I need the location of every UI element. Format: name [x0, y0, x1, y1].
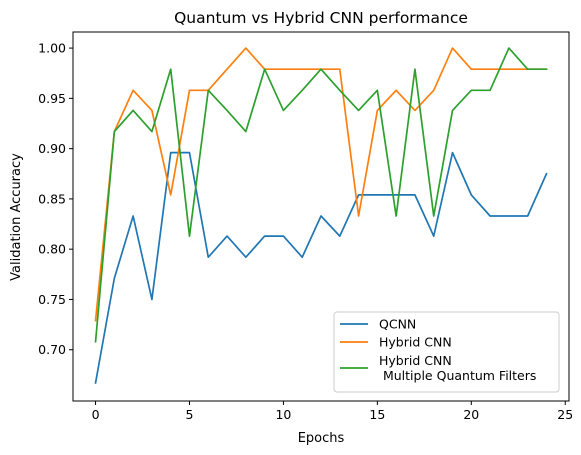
- x-tick-label: 15: [369, 407, 385, 422]
- plot-frame: [72, 31, 570, 402]
- x-tick-label: 25: [557, 407, 573, 422]
- legend-box: [333, 311, 560, 393]
- series-line-1: [94, 47, 548, 322]
- axes: 0 5 10 15 20 25 0.70 0.75 0.80 0.85 0.90 0.95 1.00: [38, 41, 573, 422]
- series-line-2: [94, 47, 548, 343]
- y-tick-label: 0.90: [38, 141, 66, 156]
- y-tick-label: 1.00: [38, 41, 66, 56]
- x-tick-label: 5: [186, 407, 194, 422]
- x-axis-title: Epochs: [298, 431, 345, 446]
- x-tick-label: 20: [463, 407, 479, 422]
- x-tick-label: 0: [92, 407, 100, 422]
- y-tick-label: 0.95: [38, 91, 66, 106]
- legend-label-1: Hybrid CNN: [379, 335, 452, 350]
- legend-label-2: Hybrid CNN Multiple Quantum Filters: [379, 353, 536, 383]
- x-tick-label: 10: [275, 407, 291, 422]
- y-tick-label: 0.85: [38, 191, 66, 206]
- y-tick-label: 0.75: [38, 292, 66, 307]
- chart-title: Quantum vs Hybrid CNN performance: [174, 9, 468, 27]
- y-axis-title: Validation Accuracy: [9, 153, 24, 281]
- plot-area: [94, 47, 548, 384]
- legend-label-0: QCNN: [379, 317, 416, 332]
- series-line-0: [94, 151, 548, 384]
- legend: QCNN Hybrid CNN Hybrid CNN Multiple Quantu…: [333, 311, 560, 393]
- y-tick-label: 0.70: [38, 342, 66, 357]
- y-tick-label: 0.80: [38, 242, 66, 257]
